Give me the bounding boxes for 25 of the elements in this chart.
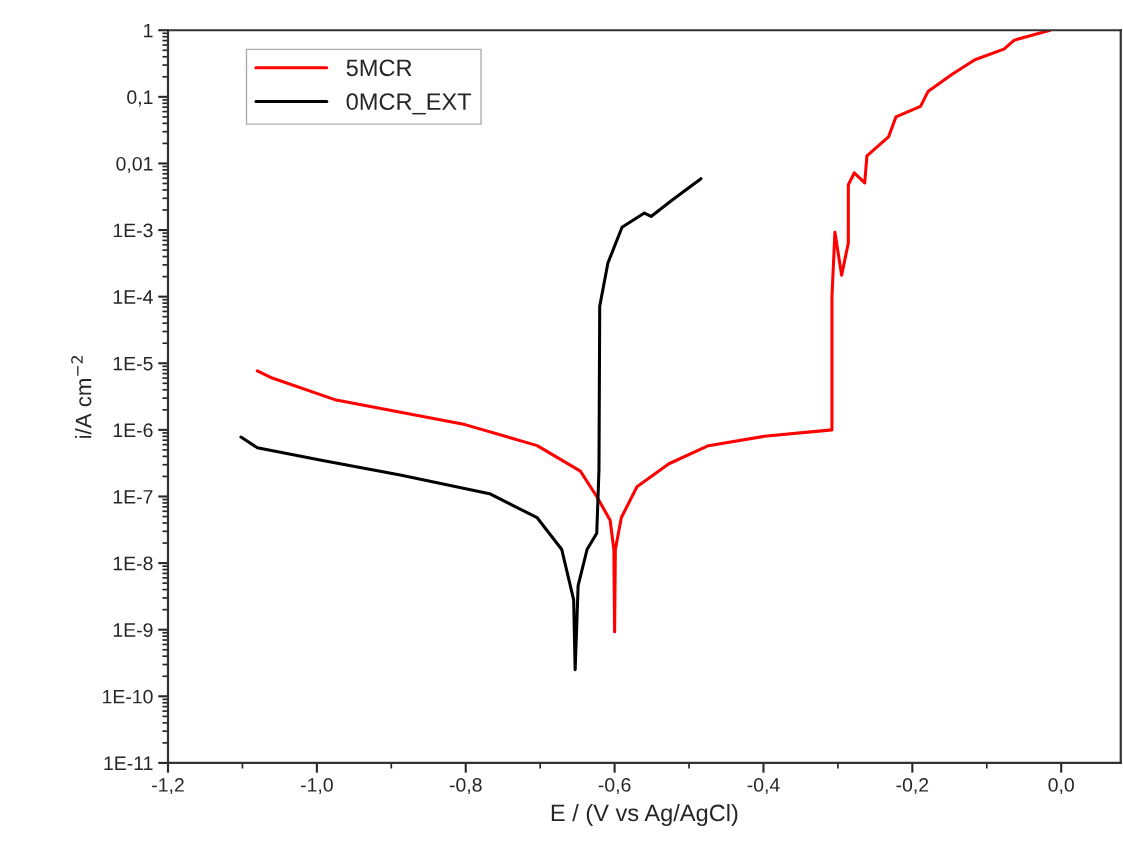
y-tick-label: 1E-9	[113, 623, 153, 637]
x-tick-label: -0,8	[449, 778, 482, 795]
y-tick-label: 1E-5	[113, 356, 153, 371]
x-tick-label: -0,4	[747, 778, 780, 795]
y-tick-label: 1E-10	[103, 689, 153, 704]
y-tick-label: 1E-7	[113, 490, 153, 504]
legend-label: 0MCR_EXT	[346, 93, 472, 115]
y-tick-label: 1E-3	[113, 223, 153, 238]
x-tick-label: -1,2	[152, 778, 184, 795]
line-series	[239, 177, 703, 672]
x-axis-title: E / (V vs Ag/AgCl)	[551, 803, 738, 826]
y-tick-label: 1E-6	[113, 423, 153, 438]
y-tick-label: 1E-11	[104, 756, 153, 770]
y-tick-label: 0,01	[116, 156, 153, 173]
y-axis-title: i/A cm$^{−2}$	[71, 356, 92, 438]
line-series	[255, 30, 1052, 634]
y-tick-label: 1	[144, 23, 153, 38]
legend-label: 5MCR	[346, 59, 412, 77]
y-tick-label: 1E-8	[113, 556, 153, 571]
y-tick-label: 1E-4	[113, 290, 153, 304]
x-tick-label: -0,6	[598, 778, 631, 795]
x-tick-label: -0,2	[896, 778, 929, 795]
y-tick-label: 0,1	[127, 90, 153, 107]
x-tick-label: -1,0	[300, 778, 333, 795]
x-tick-label: 0,0	[1048, 778, 1074, 795]
